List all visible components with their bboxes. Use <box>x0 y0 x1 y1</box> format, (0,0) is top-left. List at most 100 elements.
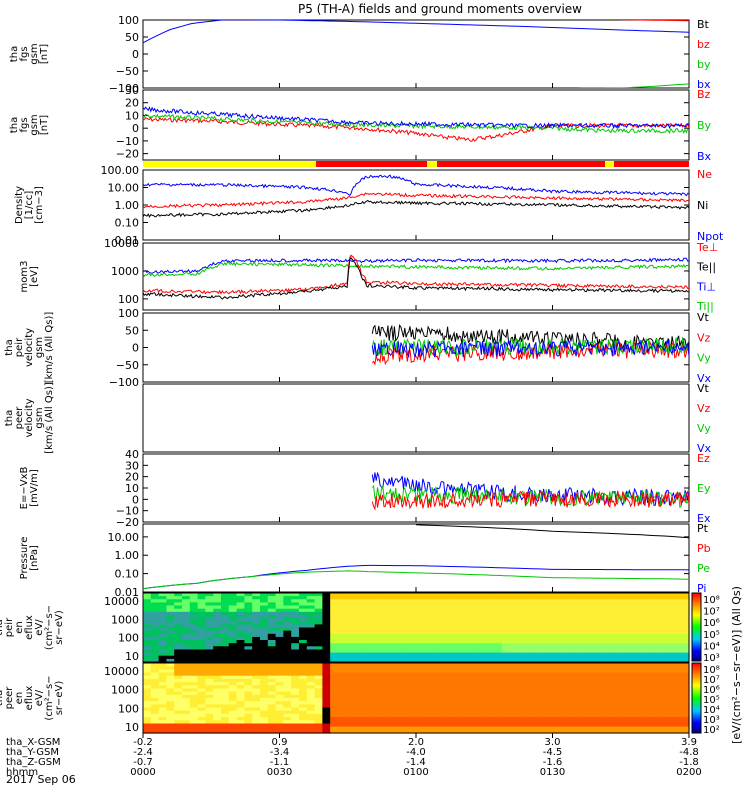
spectrogram-peir-cell <box>236 599 245 603</box>
spectrogram-peer-cell <box>439 669 448 674</box>
colorbar-peer <box>691 662 702 734</box>
spectrogram-peer-cell <box>611 672 620 677</box>
spectrogram-peir-cell <box>353 599 362 603</box>
spectrogram-peer-cell <box>345 723 355 728</box>
spectrogram-peir-cell <box>603 646 612 650</box>
spectrogram-peer-cell <box>611 694 620 699</box>
spectrogram-peir-cell <box>603 593 612 597</box>
spectrogram-peer-cell <box>525 726 534 731</box>
spectrogram-peer-cell <box>470 688 479 693</box>
spectrogram-peir-cell <box>252 611 261 616</box>
spectrogram-peer-cell <box>400 720 409 725</box>
spectrogram-peer-cell <box>306 710 316 715</box>
spectrogram-peer-cell <box>540 720 550 725</box>
spectrogram-peer-cell <box>283 713 292 718</box>
spectrogram-peir-cell <box>455 615 464 619</box>
spectrogram-peer-cell <box>182 717 191 721</box>
spectrogram-peer-cell <box>673 669 682 674</box>
spectrogram-peir-cell <box>509 602 518 607</box>
spectrogram-peer-cell <box>478 678 487 683</box>
spectrogram-peir-cell <box>252 627 261 632</box>
spectrogram-peer-cell <box>665 723 674 728</box>
spectrogram-peer-cell <box>478 682 487 686</box>
spectrogram-peer-cell <box>548 710 557 715</box>
panel-pressure-ylabel: Pressure [nPa] <box>19 537 40 580</box>
spectrogram-peir-cell <box>213 615 222 619</box>
spectrogram-peer-cell <box>447 726 456 731</box>
spectrogram-peir-cell <box>338 649 347 654</box>
spectrogram-peer-cell <box>197 694 206 699</box>
spectrogram-peir-cell <box>384 596 394 600</box>
spectrogram-peir-cell <box>673 658 682 663</box>
spectrogram-peer-cell <box>260 701 269 705</box>
panel-pressure-legend-item: Pi <box>697 582 706 595</box>
panel-fgs-gsm-1-ylabel-line: tha <box>9 46 20 62</box>
spectrogram-peer-cell <box>579 666 589 670</box>
spectrogram-peir-cell <box>478 649 487 654</box>
spectrogram-peer-cell <box>197 669 206 674</box>
spectrogram-peer-cell <box>275 678 284 683</box>
spectrogram-peir-cell <box>525 611 534 616</box>
spectrogram-peer-cell <box>189 717 199 721</box>
spectrogram-peir-cell <box>626 618 635 622</box>
spectrogram-peer-cell <box>197 729 206 734</box>
spectrogram-peer-cell <box>299 701 308 705</box>
spectrogram-peer-cell <box>579 729 589 734</box>
spectrogram-peer-cell <box>252 704 261 709</box>
panel-density-legend-item: Ni <box>697 199 708 212</box>
spectrogram-peer-cell <box>345 685 355 690</box>
spectrogram-peer-cell <box>392 685 401 690</box>
spectrogram-peer-cell <box>244 663 253 667</box>
spectrogram-peer-cell <box>423 723 433 728</box>
spectrogram-peir-cell <box>205 643 214 647</box>
spectrogram-peir-cell <box>306 593 316 597</box>
spectrogram-peer-cell <box>572 678 581 683</box>
spectrogram-peir-cell <box>439 646 448 650</box>
spectrogram-peer-cell <box>408 707 417 712</box>
spectrogram-peer-cell <box>657 701 667 705</box>
spectrogram-peer-cell <box>556 723 565 728</box>
spectrogram-peer-cell <box>642 713 651 718</box>
spectrogram-peir-cell <box>369 599 378 603</box>
panel-density-ylabel-line: Density <box>14 186 25 224</box>
spectrogram-peer-cell <box>283 729 292 734</box>
spectrogram-peir-cell <box>486 643 495 647</box>
series-density-ne <box>143 192 689 209</box>
spectrogram-peir-cell <box>486 630 495 635</box>
spectrogram-peer-cell <box>657 675 667 680</box>
spectrogram-peir-cell <box>634 640 643 644</box>
spectrogram-peir-cell <box>595 649 604 654</box>
panel-pressure-frame <box>142 523 690 593</box>
spectrogram-peer-cell <box>244 678 253 683</box>
spectrogram-peir-cell <box>166 621 175 625</box>
spectrogram-peer-cell <box>353 666 362 670</box>
spectrogram-peer-cell <box>447 694 456 699</box>
spectrogram-peer-cell <box>228 669 238 674</box>
spectrogram-peir-cell <box>377 636 386 641</box>
spectrogram-peir-cell <box>150 624 160 629</box>
spectrogram-peer-cell <box>267 663 277 667</box>
spectrogram-peir-cell <box>306 646 316 650</box>
spectrogram-peer-cell <box>642 729 651 734</box>
spectrogram-peir-cell <box>260 621 269 625</box>
spectrogram-peir-cell <box>556 655 565 660</box>
spectrogram-peir-cell <box>408 602 417 607</box>
spectrogram-peir-cell <box>642 593 651 597</box>
spectrogram-peir-cell <box>423 621 433 625</box>
spectrogram-peer-cell <box>540 723 550 728</box>
spectrogram-peer-cell <box>384 723 394 728</box>
spectrogram-peir-cell <box>455 593 464 597</box>
spectrogram-peer-cell <box>587 666 596 670</box>
spectrogram-peer-cell <box>494 691 503 696</box>
spectrogram-peer-cell <box>595 704 604 709</box>
spectrogram-peer-cell <box>197 688 206 693</box>
spectrogram-peir-cell <box>603 621 612 625</box>
spectrogram-peir-cell <box>299 646 308 650</box>
spectrogram-peer-cell <box>595 723 604 728</box>
spectrogram-peer-cell <box>361 707 370 712</box>
spectrogram-peer-cell <box>618 688 628 693</box>
spectrogram-peer-cell <box>681 694 690 699</box>
spectrogram-peir-cell <box>455 640 464 644</box>
spectrogram-peir-cell <box>642 655 651 660</box>
spectrogram-peer-cell <box>275 707 284 712</box>
